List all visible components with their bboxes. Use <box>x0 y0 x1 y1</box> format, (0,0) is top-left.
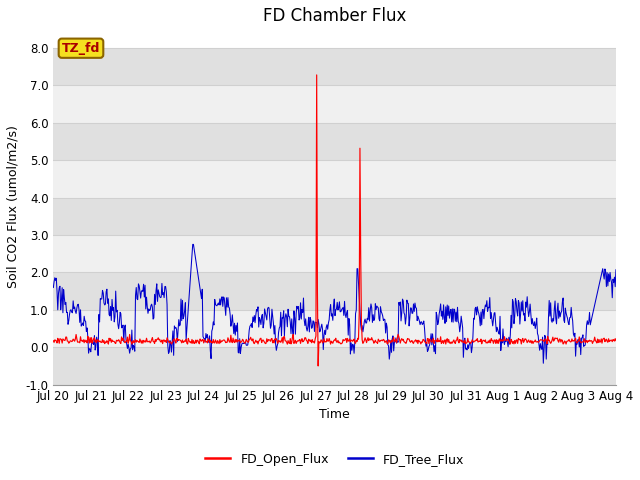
X-axis label: Time: Time <box>319 408 350 421</box>
Bar <box>53 347 616 384</box>
Bar <box>53 85 616 123</box>
Bar <box>53 198 616 235</box>
Text: TZ_fd: TZ_fd <box>62 42 100 55</box>
Title: FD Chamber Flux: FD Chamber Flux <box>263 7 406 25</box>
Bar <box>53 48 616 85</box>
Legend: FD_Open_Flux, FD_Tree_Flux: FD_Open_Flux, FD_Tree_Flux <box>200 448 469 471</box>
Bar <box>53 273 616 310</box>
Bar <box>53 123 616 160</box>
Bar <box>53 235 616 273</box>
Y-axis label: Soil CO2 Flux (umol/m2/s): Soil CO2 Flux (umol/m2/s) <box>7 126 20 288</box>
Bar <box>53 160 616 198</box>
Bar <box>53 310 616 347</box>
